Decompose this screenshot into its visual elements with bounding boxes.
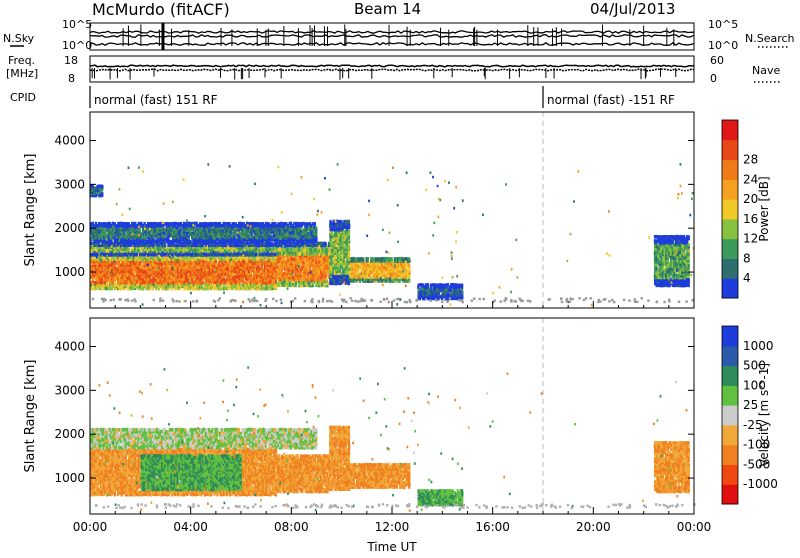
echo-cell xyxy=(190,240,192,244)
echo-cell xyxy=(213,285,215,289)
date-title: 04/Jul/2013 xyxy=(590,0,675,18)
nave-tick: 0 xyxy=(710,72,717,85)
nave-tick: 60 xyxy=(710,54,724,67)
echo-cell xyxy=(408,263,410,267)
nsearch-label: N.Search xyxy=(745,32,795,45)
echo-cell xyxy=(275,287,277,291)
cpid-mode-label: normal (fast) -151 RF xyxy=(547,93,675,107)
echo-cell xyxy=(216,222,218,226)
echo-cell xyxy=(215,260,217,264)
nsky-trace xyxy=(90,35,694,37)
echo-cell xyxy=(326,279,328,283)
nsearch-tick: 10^5 xyxy=(708,18,738,31)
nsky-tick: 10^0 xyxy=(62,39,92,52)
echo-cell xyxy=(405,261,407,265)
echo-cell xyxy=(348,230,350,234)
echo-cell xyxy=(362,257,364,261)
echo-cell xyxy=(389,277,391,281)
nsearch-tick: 10^0 xyxy=(708,39,738,52)
echo-cell xyxy=(324,242,326,246)
nsky-trace xyxy=(90,31,694,33)
echo-cell xyxy=(408,257,410,261)
freq-trace xyxy=(90,65,694,67)
echo-cell xyxy=(317,249,319,253)
freq-label: Freq. xyxy=(8,54,35,67)
echo-cell xyxy=(407,269,409,273)
echo-cell xyxy=(348,236,350,240)
freq-tick: 18 xyxy=(64,54,78,67)
freq-unit: [MHz] xyxy=(6,67,38,80)
echo-cell xyxy=(162,224,164,228)
echo-cell xyxy=(365,265,367,269)
echo-cell xyxy=(391,257,393,261)
echo-cell xyxy=(128,222,130,226)
nsky-tick: 10^5 xyxy=(62,18,92,31)
echo-cell xyxy=(297,258,299,262)
freq-tick: 8 xyxy=(68,72,75,85)
nsky-label: N.Sky xyxy=(3,32,35,45)
station-title: McMurdo (fitACF) xyxy=(92,0,230,19)
echo-cell xyxy=(169,240,171,244)
nsky-trace xyxy=(90,43,694,45)
echo-cell xyxy=(144,222,146,226)
beam-title: Beam 14 xyxy=(354,0,421,18)
echo-cell xyxy=(367,257,369,261)
nave-label: Nave xyxy=(752,64,780,77)
echo-cell xyxy=(348,220,350,224)
freq-trace xyxy=(90,69,694,71)
echo-cell xyxy=(100,222,102,226)
cpid-mode-label: normal (fast) 151 RF xyxy=(94,93,218,107)
cpid-label: CPID xyxy=(10,91,36,104)
echo-cell xyxy=(405,257,407,261)
echo-cell xyxy=(409,269,411,273)
echo-cell xyxy=(301,248,303,252)
